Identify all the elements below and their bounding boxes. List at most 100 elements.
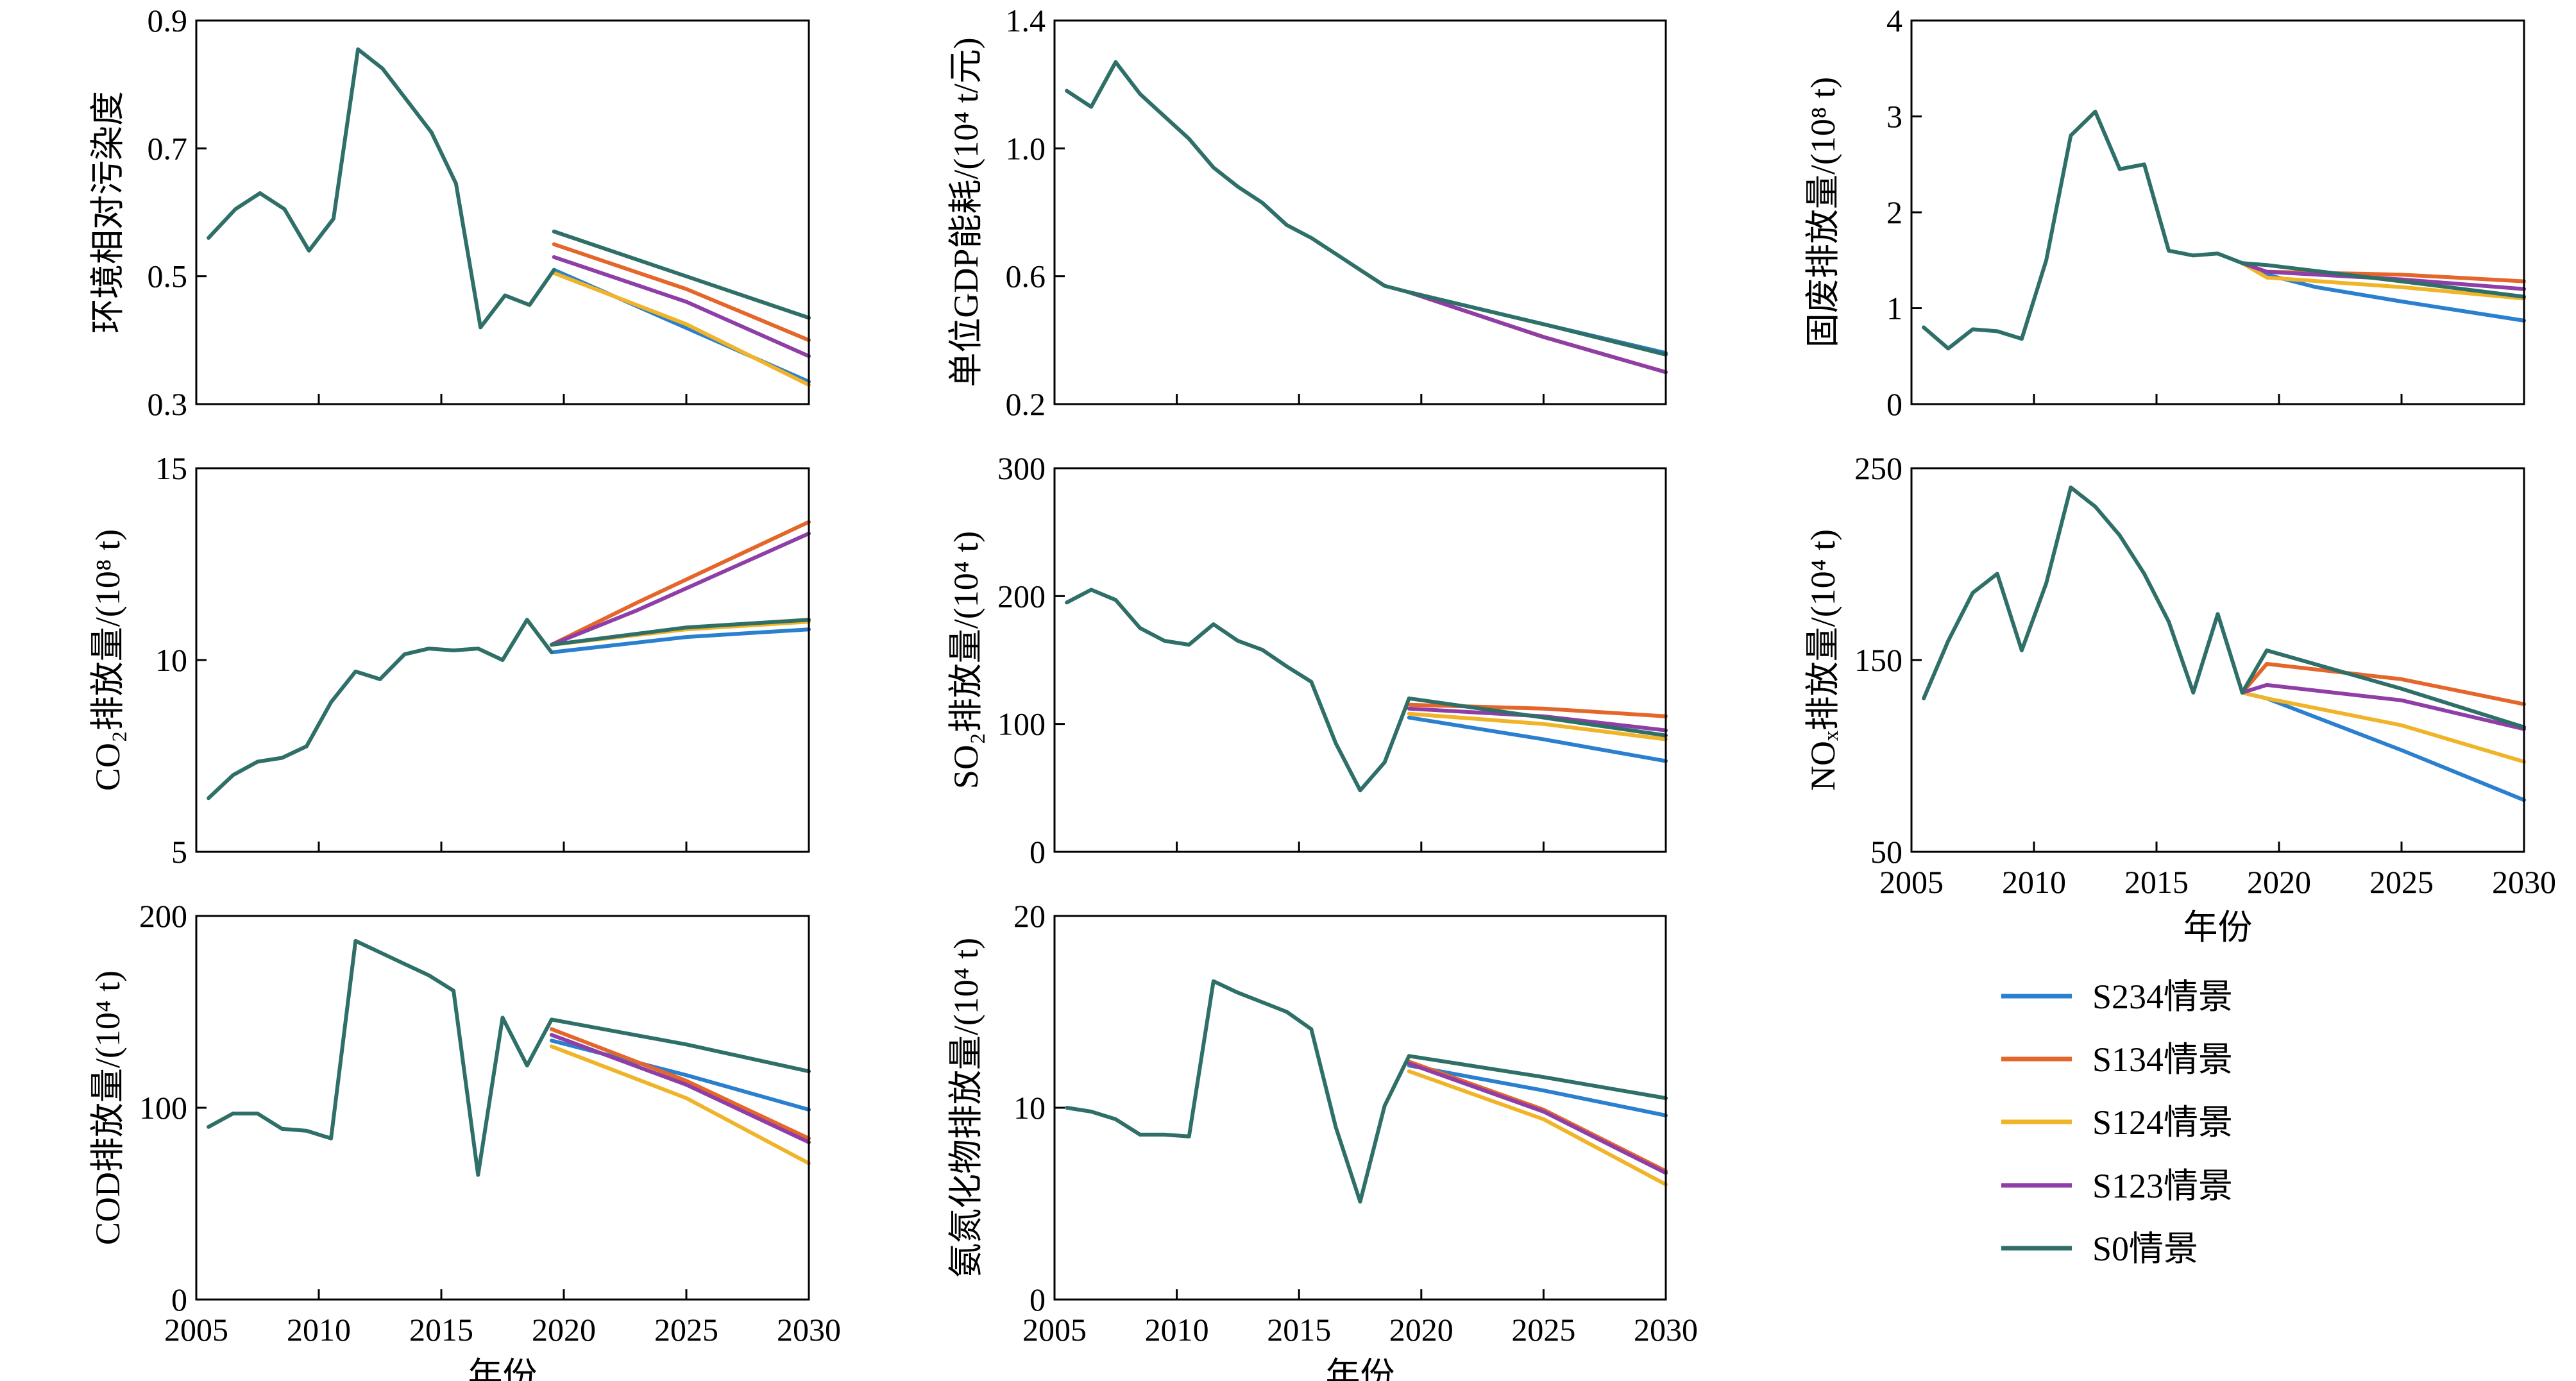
series-line-3 bbox=[2240, 261, 2526, 301]
panel-2: 0.2 0.6 1.0 1.4 单位GDP能耗/(10⁴ t/元) bbox=[947, 3, 1668, 422]
chart-panels: 0.3 0.5 0.7 0.9 环境相对污染度 0.2 0.6 1.0 1.4 单位GDP能耗/(… bbox=[89, 3, 2556, 1381]
plot-frame bbox=[1910, 467, 2525, 853]
series-line-4 bbox=[1407, 706, 1668, 733]
x-tick-label: 2025 bbox=[1511, 1312, 1575, 1348]
y-tick-label: 0.5 bbox=[148, 258, 188, 294]
y-axis-label: COD排放量/(10⁴ t) bbox=[89, 970, 127, 1245]
x-tick-label: 2005 bbox=[1022, 1312, 1087, 1348]
plot-frame bbox=[1053, 19, 1667, 405]
series-line-4 bbox=[549, 531, 811, 647]
legend-item-s124: S124情景 bbox=[2001, 1103, 2233, 1142]
series-line-5 bbox=[549, 1017, 811, 1074]
y-axis-label: CO₂排放量/(10⁸ t) bbox=[89, 529, 127, 791]
y-axis-label: SO₂排放量/(10⁴ t) bbox=[947, 531, 985, 789]
x-tick-label: 2025 bbox=[654, 1312, 718, 1348]
y-tick-label: 250 bbox=[1854, 450, 1902, 486]
x-tick-label: 2030 bbox=[777, 1312, 841, 1348]
panel-8: 0 10 20 2005 2010 2015 2020 2025 2030 氨氮化物排放量/(10… bbox=[947, 898, 1698, 1381]
y-tick-label: 0.3 bbox=[148, 386, 188, 422]
legend-label-s124: S124情景 bbox=[2092, 1103, 2233, 1142]
y-tick-label: 10 bbox=[1013, 1090, 1046, 1126]
panel-4: 5 10 15 CO₂排放量/(10⁸ t) bbox=[89, 450, 811, 870]
y-tick-label: 0 bbox=[171, 1282, 187, 1317]
y-tick-label: 0 bbox=[1030, 834, 1046, 870]
history-line bbox=[1922, 110, 2244, 351]
x-tick-label: 2020 bbox=[1389, 1312, 1453, 1348]
y-tick-label: 100 bbox=[997, 706, 1046, 742]
series-line-3 bbox=[1407, 711, 1668, 741]
y-tick-label: 0 bbox=[1030, 1282, 1046, 1317]
series-line-1 bbox=[549, 627, 811, 654]
series-line-3 bbox=[549, 1044, 811, 1165]
y-tick-label: 1.4 bbox=[1006, 3, 1046, 38]
series-line-1 bbox=[1407, 1063, 1668, 1117]
legend-label-s134: S134情景 bbox=[2092, 1040, 2233, 1079]
legend-label-s123: S123情景 bbox=[2092, 1167, 2233, 1205]
x-tick-label: 2005 bbox=[1879, 864, 1944, 900]
panel-5: 0 100 200 300 SO₂排放量/(10⁴ t) bbox=[947, 450, 1668, 870]
y-tick-label: 1.0 bbox=[1006, 130, 1046, 166]
series-line-2 bbox=[549, 520, 811, 647]
series-line-3 bbox=[1407, 1069, 1668, 1187]
legend-item-s123: S123情景 bbox=[2001, 1167, 2233, 1205]
x-tick-label: 2020 bbox=[532, 1312, 596, 1348]
series-line-5 bbox=[1407, 290, 1668, 357]
history-line bbox=[207, 47, 556, 330]
series-line-1 bbox=[1407, 715, 1668, 763]
y-tick-label: 20 bbox=[1013, 898, 1046, 934]
y-tick-label: 150 bbox=[1854, 642, 1902, 678]
series-line-2 bbox=[549, 1027, 811, 1140]
y-tick-label: 100 bbox=[139, 1090, 187, 1126]
x-axis-label: 年份 bbox=[1326, 1356, 1395, 1381]
series-line-5 bbox=[1407, 696, 1668, 738]
legend: S234情景 S134情景 S124情景 S123情景 S0情景 bbox=[2001, 978, 2233, 1268]
y-tick-label: 0 bbox=[1886, 386, 1902, 422]
x-tick-label: 2020 bbox=[2247, 864, 2311, 900]
x-tick-label: 2015 bbox=[2124, 864, 2189, 900]
x-tick-label: 2010 bbox=[287, 1312, 351, 1348]
plot-frame bbox=[1910, 19, 2525, 405]
history-line bbox=[1065, 60, 1411, 294]
history-line bbox=[1065, 588, 1411, 793]
series-line-4 bbox=[552, 255, 811, 359]
x-tick-label: 2030 bbox=[1634, 1312, 1698, 1348]
y-tick-label: 2 bbox=[1886, 194, 1902, 230]
y-tick-label: 1 bbox=[1886, 291, 1902, 326]
legend-label-s0: S0情景 bbox=[2092, 1230, 2198, 1268]
y-tick-label: 0.7 bbox=[148, 130, 188, 166]
y-tick-label: 300 bbox=[997, 450, 1046, 486]
y-tick-label: 15 bbox=[155, 450, 187, 486]
series-line-3 bbox=[552, 271, 811, 387]
legend-item-s0: S0情景 bbox=[2001, 1230, 2198, 1268]
x-tick-label: 2025 bbox=[2369, 864, 2434, 900]
legend-label-s234: S234情景 bbox=[2092, 978, 2233, 1016]
series-line-5 bbox=[2240, 261, 2526, 299]
panel-7: 0 100 200 2005 2010 2015 2020 2025 2030 COD排放量/(1… bbox=[89, 898, 841, 1381]
history-line bbox=[1922, 485, 2244, 700]
series-line-3 bbox=[2240, 690, 2526, 764]
y-tick-label: 0.6 bbox=[1006, 258, 1046, 294]
y-axis-label: 环境相对污染度 bbox=[89, 91, 127, 334]
x-tick-label: 2005 bbox=[164, 1312, 228, 1348]
series-line-5 bbox=[1407, 1054, 1668, 1100]
legend-item-s134: S134情景 bbox=[2001, 1040, 2233, 1079]
y-tick-label: 4 bbox=[1886, 3, 1902, 38]
plot-frame bbox=[1053, 915, 1667, 1301]
y-axis-label: 单位GDP能耗/(10⁴ t/元) bbox=[947, 37, 985, 387]
panel-6: 50 150 250 2005 2010 2015 2020 2025 2030 NOₓ排放量/(… bbox=[1804, 450, 2556, 947]
y-axis-label: NOₓ排放量/(10⁴ t) bbox=[1804, 529, 1842, 791]
history-line bbox=[1065, 979, 1411, 1204]
x-axis-label: 年份 bbox=[2183, 908, 2253, 947]
y-tick-label: 10 bbox=[155, 642, 187, 678]
series-line-4 bbox=[1407, 290, 1668, 375]
y-tick-label: 50 bbox=[1870, 834, 1902, 870]
plot-frame bbox=[195, 915, 810, 1301]
y-tick-label: 200 bbox=[139, 898, 187, 934]
x-tick-label: 2030 bbox=[2492, 864, 2556, 900]
series-line-4 bbox=[1407, 1062, 1668, 1175]
series-line-4 bbox=[2240, 261, 2526, 291]
y-axis-label: 固废排放量/(10⁸ t) bbox=[1804, 77, 1842, 348]
series-line-5 bbox=[2240, 648, 2526, 729]
x-tick-label: 2015 bbox=[409, 1312, 473, 1348]
